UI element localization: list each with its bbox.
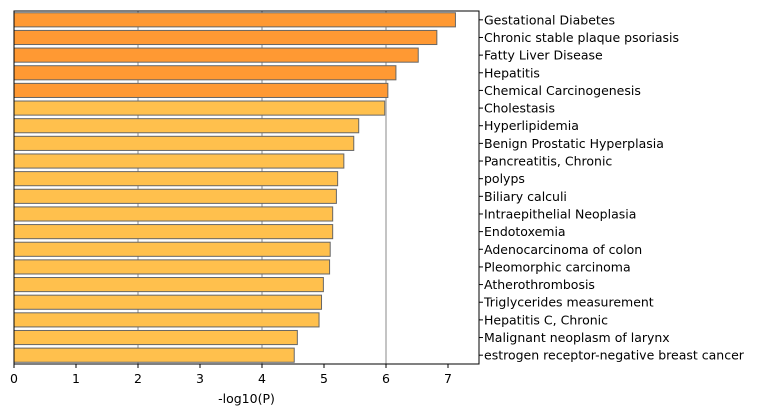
bar [13,188,337,204]
bar [13,171,339,187]
bar [13,29,438,46]
category-label: Chemical Carcinogenesis [484,83,641,98]
bar [13,12,456,28]
category-label: Adenocarcinoma of colon [484,242,642,257]
category-label: Biliary calculi [484,189,567,204]
category-label: estrogen receptor-negative breast cancer [484,348,745,363]
bar [13,206,334,222]
category-label: Malignant neoplasm of larynx [484,330,670,345]
category-label: Chronic stable plaque psoriasis [484,30,679,45]
x-tick-label: 0 [10,371,18,386]
bar [13,329,298,346]
category-label: Pancreatitis, Chronic [484,154,612,169]
plot-area-frame [13,10,480,365]
bar [13,241,331,257]
category-label: Benign Prostatic Hyperplasia [484,136,664,151]
bars [13,12,456,363]
x-tick-label: 4 [258,371,266,386]
bar [13,259,331,275]
category-labels: Gestational Diabetes Chronic stable plaqu… [479,12,745,363]
category-label: Fatty Liver Disease [484,48,603,63]
bar [13,153,345,169]
x-axis-title: -log10(P) [218,391,275,406]
category-label: Endotoxemia [484,224,566,239]
x-tick-label: 1 [72,371,80,386]
x-axis-ticks: 0 1 2 3 4 5 6 7 [10,364,452,386]
category-label: Hepatitis C, Chronic [484,312,608,327]
category-label: Atherothrombosis [484,277,595,292]
bar [13,118,360,134]
bar [13,277,324,293]
category-label: Gestational Diabetes [484,12,615,27]
x-tick-label: 2 [134,371,142,386]
bar [13,347,295,363]
category-label: Hyperlipidemia [484,118,579,133]
bar [13,82,389,98]
bar [13,65,397,81]
bar [13,312,320,328]
bar [13,47,419,63]
x-tick-label: 6 [382,371,390,386]
category-label: polyps [484,171,525,186]
category-label: Cholestasis [484,101,555,116]
bar [13,100,386,116]
x-tick-label: 7 [444,371,452,386]
x-tick-label: 3 [196,371,204,386]
bar [13,135,355,151]
category-label: Hepatitis [484,65,540,80]
category-label: Intraepithelial Neoplasia [484,206,636,221]
x-tick-label: 5 [320,371,328,386]
category-label: Triglycerides measurement [483,295,654,310]
bar [13,224,334,240]
category-label: Pleomorphic carcinoma [484,259,631,274]
bar [13,294,323,310]
gridlines [137,11,387,364]
